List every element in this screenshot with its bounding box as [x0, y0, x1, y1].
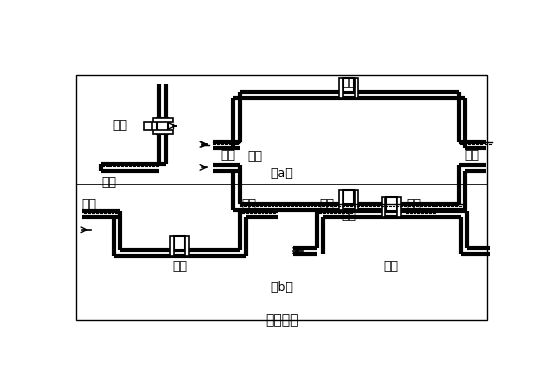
- Text: 液体: 液体: [220, 149, 235, 162]
- Bar: [152, 118, 173, 122]
- Text: （a）: （a）: [271, 167, 293, 180]
- Text: 液体: 液体: [342, 209, 356, 222]
- Text: （b）: （b）: [271, 281, 293, 294]
- Bar: [76, 75, 487, 320]
- Bar: [185, 236, 189, 256]
- Text: 气泡: 气泡: [406, 198, 422, 211]
- Text: 错误: 错误: [248, 150, 262, 164]
- Bar: [339, 78, 343, 98]
- Bar: [157, 118, 168, 134]
- Bar: [152, 130, 173, 134]
- Bar: [339, 190, 343, 210]
- Text: 图（四）: 图（四）: [265, 314, 299, 328]
- Text: 正确: 正确: [112, 119, 128, 132]
- Bar: [343, 78, 354, 92]
- Bar: [343, 190, 354, 204]
- Text: 液体: 液体: [464, 149, 480, 162]
- Bar: [397, 198, 401, 217]
- Text: 正确: 正确: [172, 260, 187, 273]
- Text: 错误: 错误: [384, 260, 399, 273]
- Text: 气泡: 气泡: [81, 198, 97, 211]
- Bar: [144, 122, 152, 130]
- Text: 正确: 正确: [342, 76, 356, 89]
- Bar: [382, 198, 386, 217]
- Bar: [170, 236, 174, 256]
- Bar: [174, 236, 185, 250]
- Bar: [355, 190, 359, 210]
- Bar: [355, 78, 359, 98]
- Bar: [386, 198, 397, 211]
- Text: 气泡: 气泡: [320, 198, 334, 211]
- Text: 液体: 液体: [101, 176, 116, 189]
- Text: 气泡: 气泡: [241, 198, 256, 211]
